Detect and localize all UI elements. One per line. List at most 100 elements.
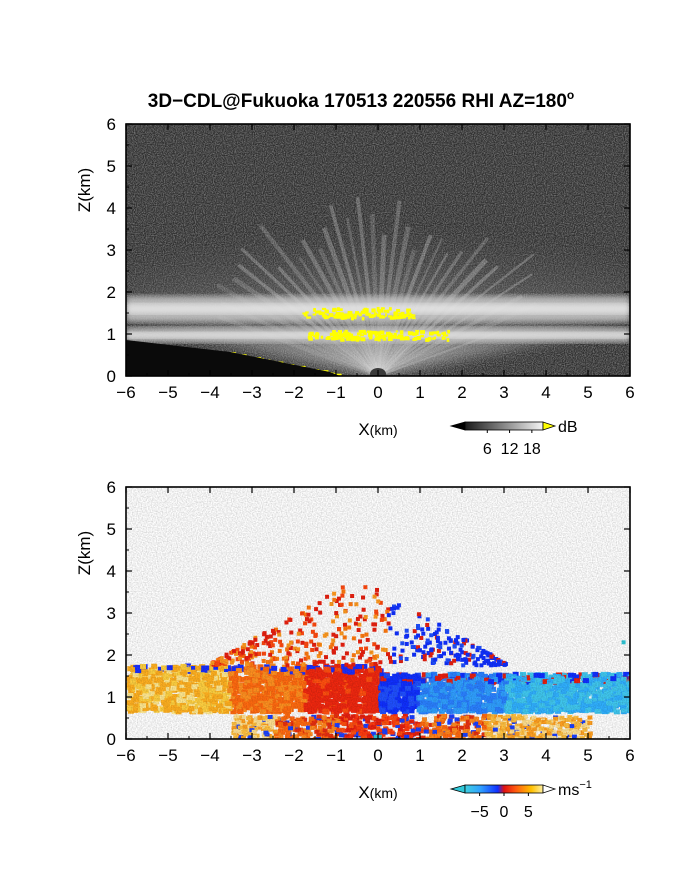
saturated-pixel (353, 313, 358, 317)
saturated-pixel (407, 315, 411, 320)
saturated-pixel (410, 331, 414, 335)
saturated-pixel (323, 317, 329, 320)
saturated-pixel (308, 337, 313, 341)
saturated-pixel (339, 333, 345, 338)
saturated-pixel (371, 314, 376, 317)
saturated-pixel (393, 333, 397, 337)
saturated-pixel (373, 308, 376, 311)
reflectivity-colorbar-under-triangle (449, 421, 466, 431)
saturated-pixel (302, 312, 308, 315)
reflectivity-y-label: Z(km) (75, 168, 94, 212)
saturated-pixel (332, 334, 338, 337)
saturated-pixel (313, 308, 316, 312)
saturated-pixel (336, 307, 340, 312)
saturated-pixel (399, 337, 403, 341)
saturated-pixel (404, 314, 408, 317)
saturated-pixel (370, 330, 374, 335)
saturated-pixel (315, 335, 319, 340)
saturated-pixel (346, 315, 351, 319)
saturated-pixel (380, 307, 385, 310)
velocity-x-tick-label: 2 (457, 746, 466, 765)
beam-ray (232, 276, 380, 376)
saturated-pixel (394, 312, 399, 315)
saturated-pixel (348, 335, 353, 339)
velocity-field (126, 487, 630, 739)
saturated-pixel (343, 313, 349, 317)
saturated-pixel (387, 338, 393, 342)
saturated-pixel (377, 334, 381, 338)
reflectivity-x-tick-label: −3 (242, 383, 261, 402)
saturated-pixel (437, 333, 441, 337)
saturated-pixel (385, 313, 388, 317)
beam-ray (370, 214, 381, 376)
saturated-pixel (388, 307, 392, 311)
reflectivity-x-tick-label: 1 (415, 383, 424, 402)
reflectivity-y-tick-label: 2 (107, 283, 116, 302)
reflectivity-x-tick-label: −6 (116, 383, 135, 402)
saturated-pixel (390, 333, 393, 337)
saturated-pixel (307, 335, 313, 339)
saturated-pixel (329, 332, 335, 336)
saturated-pixel (365, 313, 370, 316)
velocity-y-tick-label: 0 (107, 730, 116, 749)
saturated-pixel (379, 315, 384, 319)
velocity-colorbar-bar (464, 784, 544, 794)
saturated-pixel (342, 314, 347, 318)
beam-ray (377, 273, 533, 376)
saturated-pixel (429, 331, 434, 336)
saturated-pixel (360, 310, 366, 314)
saturated-pixel (335, 315, 341, 319)
saturated-pixel (351, 316, 354, 321)
velocity-colorbar-tick-label: 0 (500, 804, 509, 821)
saturated-pixel (402, 337, 405, 341)
saturated-pixel (406, 308, 411, 312)
saturated-pixel (360, 337, 366, 342)
saturated-pixel (355, 335, 360, 339)
saturated-pixel (348, 312, 352, 317)
saturated-pixel (410, 314, 416, 317)
saturated-pixel (363, 332, 367, 335)
reflectivity-colorbar-tick-label: 18 (523, 441, 541, 458)
saturated-pixel (380, 334, 386, 339)
reflectivity-colorbar-tick-label: 6 (483, 441, 492, 458)
saturated-pixel (403, 316, 407, 319)
reflectivity-colorbar-unit: dB (558, 419, 578, 436)
saturated-pixel (336, 337, 341, 340)
velocity-x-tick-label: −2 (284, 746, 303, 765)
velocity-x-tick-label: 0 (373, 746, 382, 765)
ground-shadow (126, 340, 340, 376)
saturated-pixel (320, 335, 324, 339)
saturated-pixel (334, 332, 338, 335)
saturated-pixel (331, 336, 336, 341)
saturated-pixel (366, 330, 372, 334)
saturated-pixel (325, 337, 329, 340)
saturated-pixel (356, 332, 362, 336)
saturated-pixel (358, 329, 362, 334)
saturated-pixel (420, 330, 425, 334)
saturated-pixel (345, 331, 348, 335)
saturated-pixel (395, 330, 398, 333)
saturated-pixel (408, 332, 412, 336)
saturated-pixel (363, 307, 367, 310)
saturated-pixel (355, 337, 360, 342)
reflectivity-colorbar-bar (464, 421, 544, 431)
saturated-pixel (359, 334, 364, 337)
saturated-pixel (415, 329, 420, 333)
saturated-pixel (368, 315, 373, 319)
saturated-pixel (382, 315, 386, 319)
velocity-y-tick-label: 4 (107, 562, 116, 581)
saturated-pixel (333, 315, 339, 319)
velocity-colorbar: −5 0 5ms−1 (449, 779, 592, 821)
saturated-pixel (376, 306, 380, 311)
saturated-pixel (367, 312, 371, 317)
velocity-x-label: X(km) (358, 783, 397, 802)
reflectivity-x-tick-label: −2 (284, 383, 303, 402)
velocity-colorbar-under-triangle (449, 784, 466, 794)
saturated-pixel (394, 314, 398, 318)
reflectivity-x-tick-label: −5 (158, 383, 177, 402)
reflectivity-y-tick-label: 3 (107, 241, 116, 260)
beam-ray (355, 197, 380, 376)
velocity-x-tick-label: −4 (200, 746, 219, 765)
saturated-pixel (325, 315, 330, 319)
saturated-pixel (406, 310, 410, 314)
